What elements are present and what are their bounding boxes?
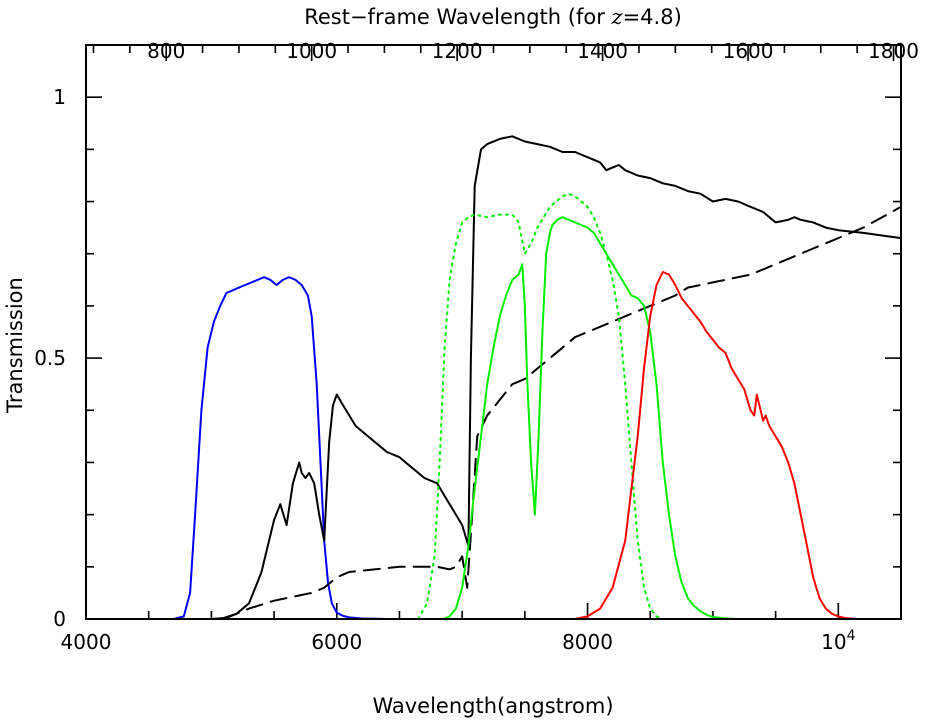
top-axis-title-main: Rest−frame Wavelength (for	[304, 5, 611, 29]
series-line	[222, 205, 902, 620]
series-line	[442, 216, 739, 620]
x-tick-label: 4000	[61, 630, 112, 654]
y-tick-label: 1	[53, 85, 66, 109]
x2-tick-label: 800	[147, 39, 185, 63]
y-axis-title: Transmission	[3, 277, 27, 414]
x-tick-label-base: 10	[821, 630, 846, 654]
top-axis-title: Rest−frame Wavelength (for z=4.8)	[304, 5, 682, 29]
x-tick-label: 8000	[562, 630, 613, 654]
x2-tick-label: 1600	[723, 39, 774, 63]
top-axis-title-z: z	[611, 5, 624, 29]
series-line	[417, 192, 664, 620]
axis-ticks	[85, 44, 902, 620]
series-line	[574, 271, 865, 620]
top-axis-title-tail: =4.8)	[623, 5, 682, 29]
x2-tick-label: 1400	[577, 39, 628, 63]
x-tick-label: 6000	[311, 630, 362, 654]
x-tick-label: 104	[821, 628, 855, 654]
x2-tick-label: 1800	[868, 39, 919, 63]
plot-frame	[85, 44, 902, 620]
x2-tick-label: 1200	[432, 39, 483, 63]
tick-labels: 4000 6000 8000 104 800 1000 1200 1400 1600 1800 0 0…	[34, 39, 919, 654]
x-axis-title: Wavelength(angstrom)	[372, 694, 613, 718]
series-line	[210, 135, 902, 620]
y-tick-label: 0.5	[34, 346, 66, 370]
x-tick-label-exponent: 4	[847, 628, 856, 644]
y-tick-label: 0	[53, 607, 66, 631]
filter-curves	[172, 135, 902, 620]
x2-tick-label: 1000	[286, 39, 337, 63]
series-line	[172, 276, 413, 620]
